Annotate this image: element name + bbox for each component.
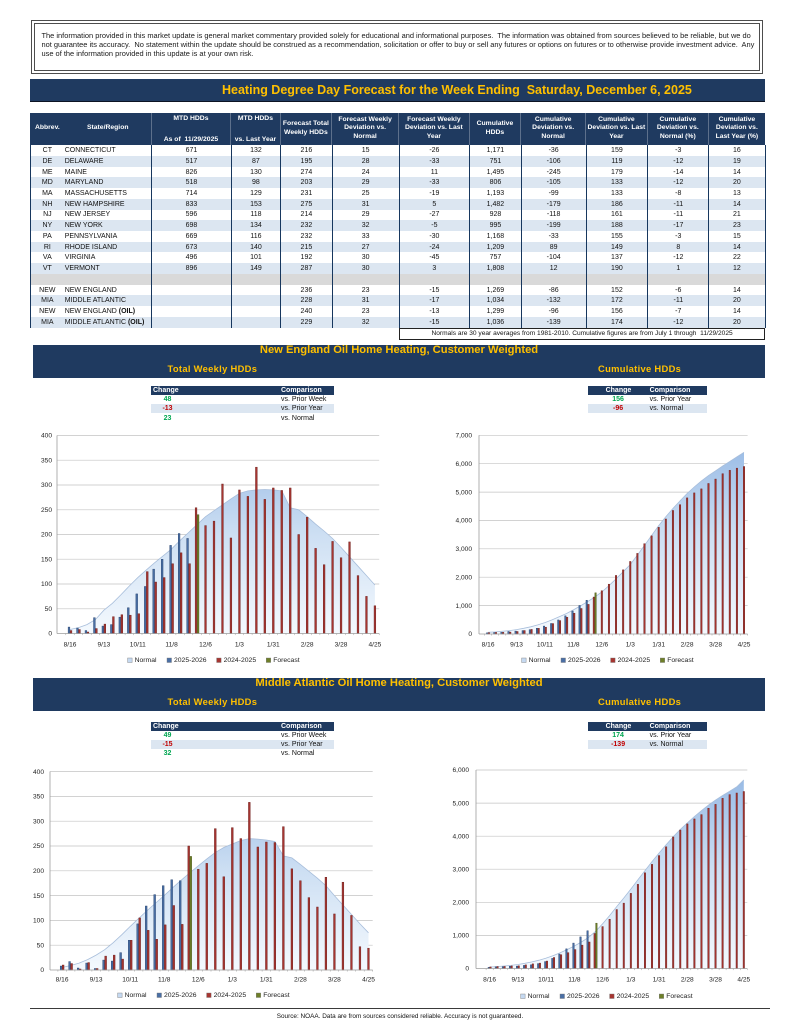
svg-text:2,000: 2,000: [455, 574, 472, 581]
svg-text:10/11: 10/11: [122, 977, 138, 984]
svg-text:3/28: 3/28: [328, 977, 341, 984]
svg-text:3,000: 3,000: [455, 546, 472, 553]
svg-text:12/6: 12/6: [192, 977, 205, 984]
svg-text:150: 150: [41, 557, 52, 564]
svg-text:1/31: 1/31: [652, 642, 665, 649]
svg-text:11/8: 11/8: [165, 642, 178, 649]
svg-text:5,000: 5,000: [452, 800, 469, 807]
svg-text:Normal: Normal: [135, 657, 157, 664]
svg-text:Normal: Normal: [528, 993, 550, 1000]
svg-text:8/16: 8/16: [56, 977, 69, 984]
svg-text:3,000: 3,000: [452, 867, 469, 874]
svg-text:350: 350: [41, 457, 52, 464]
svg-text:1/31: 1/31: [653, 977, 666, 984]
svg-text:0: 0: [48, 631, 52, 638]
svg-text:2/28: 2/28: [301, 642, 314, 649]
svg-text:2025-2026: 2025-2026: [174, 657, 207, 664]
svg-text:12/6: 12/6: [596, 977, 609, 984]
svg-text:200: 200: [33, 868, 44, 875]
svg-text:2/28: 2/28: [294, 977, 307, 984]
svg-text:9/13: 9/13: [511, 977, 524, 984]
svg-text:8/16: 8/16: [64, 642, 77, 649]
svg-text:12/6: 12/6: [199, 642, 212, 649]
svg-text:3/28: 3/28: [709, 642, 722, 649]
svg-text:250: 250: [41, 507, 52, 514]
svg-text:Normal: Normal: [529, 657, 551, 664]
svg-text:1/3: 1/3: [228, 977, 237, 984]
svg-text:11/8: 11/8: [158, 977, 171, 984]
svg-text:300: 300: [33, 818, 44, 825]
svg-text:10/11: 10/11: [538, 977, 554, 984]
svg-text:1/3: 1/3: [626, 642, 635, 649]
svg-text:200: 200: [41, 532, 52, 539]
svg-text:3/28: 3/28: [335, 642, 348, 649]
svg-text:4/25: 4/25: [737, 977, 750, 984]
svg-text:2,000: 2,000: [452, 900, 469, 907]
svg-text:50: 50: [37, 942, 45, 949]
svg-text:9/13: 9/13: [510, 642, 523, 649]
svg-text:2/28: 2/28: [681, 642, 694, 649]
svg-text:10/11: 10/11: [130, 642, 146, 649]
svg-text:1/31: 1/31: [267, 642, 280, 649]
svg-text:100: 100: [41, 581, 52, 588]
svg-text:0: 0: [468, 631, 472, 638]
svg-text:10/11: 10/11: [537, 642, 553, 649]
svg-text:6,000: 6,000: [455, 461, 472, 468]
svg-text:2025-2026: 2025-2026: [568, 657, 601, 664]
svg-text:8/16: 8/16: [482, 642, 495, 649]
svg-text:350: 350: [33, 794, 44, 801]
svg-text:2/28: 2/28: [681, 977, 694, 984]
svg-text:1/3: 1/3: [235, 642, 244, 649]
svg-text:150: 150: [33, 893, 44, 900]
svg-text:2024-2025: 2024-2025: [224, 657, 257, 664]
svg-text:Forecast: Forecast: [667, 657, 694, 664]
svg-text:Forecast: Forecast: [273, 657, 300, 664]
svg-text:5,000: 5,000: [455, 489, 472, 496]
svg-text:4/25: 4/25: [368, 642, 381, 649]
svg-text:4,000: 4,000: [452, 833, 469, 840]
svg-text:1,000: 1,000: [455, 603, 472, 610]
svg-text:400: 400: [33, 769, 44, 776]
svg-text:7,000: 7,000: [455, 433, 472, 440]
svg-text:1/3: 1/3: [626, 977, 635, 984]
svg-text:4/25: 4/25: [738, 642, 751, 649]
svg-text:3/28: 3/28: [709, 977, 722, 984]
svg-text:50: 50: [45, 606, 53, 613]
svg-text:Normal: Normal: [125, 992, 147, 999]
svg-text:2025-2026: 2025-2026: [164, 992, 197, 999]
svg-text:4,000: 4,000: [455, 518, 472, 525]
svg-text:11/8: 11/8: [568, 977, 581, 984]
svg-text:1/31: 1/31: [260, 977, 273, 984]
svg-text:2024-2025: 2024-2025: [214, 992, 247, 999]
svg-text:100: 100: [33, 918, 44, 925]
svg-text:Forecast: Forecast: [263, 992, 290, 999]
svg-text:300: 300: [41, 482, 52, 489]
svg-text:2025-2026: 2025-2026: [567, 993, 600, 1000]
svg-text:11/8: 11/8: [567, 642, 580, 649]
svg-text:Forecast: Forecast: [666, 993, 693, 1000]
svg-text:12/6: 12/6: [595, 642, 608, 649]
svg-text:0: 0: [465, 966, 469, 973]
svg-text:250: 250: [33, 843, 44, 850]
svg-text:2024-2025: 2024-2025: [617, 993, 650, 1000]
svg-text:2024-2025: 2024-2025: [618, 657, 651, 664]
svg-text:400: 400: [41, 433, 52, 440]
svg-text:9/13: 9/13: [97, 642, 110, 649]
svg-text:9/13: 9/13: [90, 977, 103, 984]
svg-text:1,000: 1,000: [452, 933, 469, 940]
svg-text:6,000: 6,000: [452, 767, 469, 774]
svg-text:4/25: 4/25: [362, 977, 375, 984]
svg-text:8/16: 8/16: [483, 977, 496, 984]
svg-text:0: 0: [40, 967, 44, 974]
